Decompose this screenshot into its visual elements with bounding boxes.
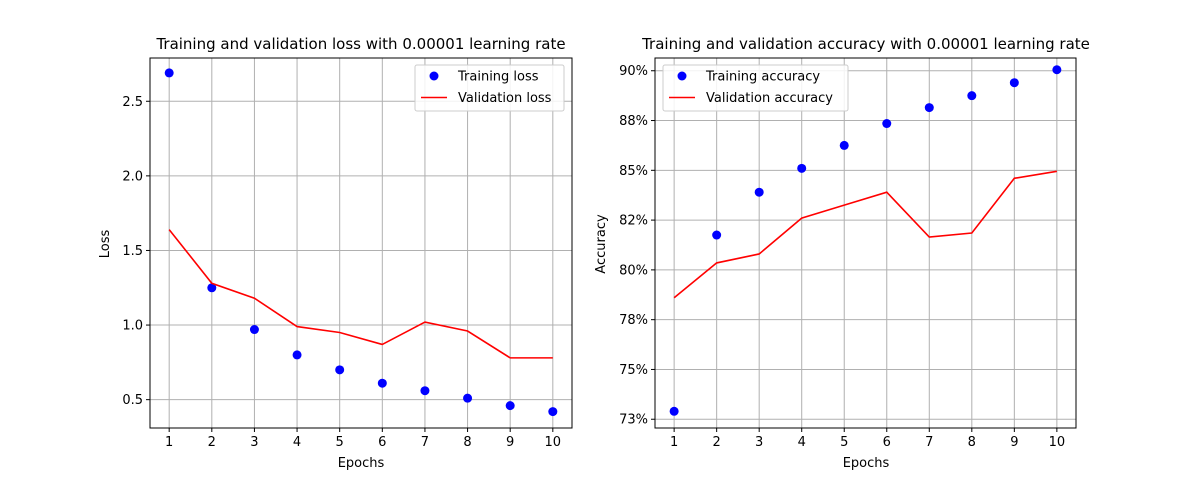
accuracy-x-tick-label: 9 bbox=[1010, 435, 1018, 450]
accuracy-y-tick-label: 85% bbox=[619, 164, 648, 179]
loss-series-training-loss-point bbox=[249, 325, 259, 335]
loss-x-tick-label: 8 bbox=[463, 435, 471, 450]
loss-x-tick-label: 1 bbox=[165, 435, 173, 450]
loss-x-tick-label: 2 bbox=[208, 435, 216, 450]
accuracy-x-tick-label: 8 bbox=[968, 435, 976, 450]
accuracy-chart-x-axis-label: Epochs bbox=[843, 456, 890, 471]
accuracy-series-training-accuracy-point bbox=[1009, 78, 1019, 88]
loss-chart-panel: Training and validation loss with 0.0000… bbox=[98, 35, 573, 471]
accuracy-y-tick-label: 75% bbox=[619, 363, 648, 378]
loss-legend-key-training-loss bbox=[429, 71, 439, 81]
accuracy-legend: Training accuracy Validation accuracy bbox=[662, 64, 849, 112]
loss-legend-box bbox=[414, 64, 565, 112]
accuracy-x-tick-label: 7 bbox=[925, 435, 933, 450]
loss-series-training-loss-point bbox=[164, 68, 174, 78]
loss-plot-frame bbox=[149, 57, 573, 429]
loss-chart-y-axis-label: Loss bbox=[98, 230, 113, 259]
loss-chart-title: Training and validation loss with 0.0000… bbox=[155, 35, 565, 53]
loss-legend: Training loss Validation loss bbox=[414, 64, 565, 112]
accuracy-grid bbox=[655, 58, 1076, 428]
loss-y-tick-label: 0.5 bbox=[122, 393, 143, 408]
accuracy-x-tick-label: 4 bbox=[798, 435, 806, 450]
accuracy-x-tick-label: 6 bbox=[883, 435, 891, 450]
loss-y-tick-label: 2.0 bbox=[122, 169, 143, 184]
accuracy-x-tick-label: 3 bbox=[755, 435, 763, 450]
loss-x-tick-label: 6 bbox=[378, 435, 386, 450]
loss-series-training-loss-point bbox=[335, 365, 345, 375]
loss-legend-label-training-loss: Training loss bbox=[457, 70, 539, 85]
loss-series-training-loss-point bbox=[505, 401, 515, 411]
loss-y-tick-label: 2.5 bbox=[122, 95, 143, 110]
loss-series-training-loss-point bbox=[292, 350, 302, 360]
accuracy-chart-title: Training and validation accuracy with 0.… bbox=[641, 35, 1090, 53]
loss-series-training-loss-point bbox=[207, 283, 217, 293]
accuracy-series-training-accuracy-point bbox=[882, 119, 892, 129]
loss-x-tick-label: 4 bbox=[293, 435, 301, 450]
loss-y-tick-label: 1.0 bbox=[122, 319, 143, 334]
accuracy-legend-label-validation-accuracy: Validation accuracy bbox=[706, 91, 833, 106]
accuracy-plot-frame bbox=[654, 57, 1077, 429]
accuracy-y-tick-label: 90% bbox=[619, 64, 648, 79]
loss-series-training-loss-point bbox=[420, 386, 430, 396]
loss-legend-label-validation-loss: Validation loss bbox=[458, 91, 552, 106]
accuracy-series-training-accuracy-point bbox=[1052, 65, 1062, 75]
accuracy-series-training-accuracy-point bbox=[712, 230, 722, 240]
accuracy-y-tick-label: 80% bbox=[619, 263, 648, 278]
accuracy-x-tick-label: 5 bbox=[840, 435, 848, 450]
accuracy-legend-label-training-accuracy: Training accuracy bbox=[705, 70, 820, 85]
accuracy-series-training-accuracy-point bbox=[924, 103, 934, 113]
loss-y-tick-label: 1.5 bbox=[122, 244, 143, 259]
loss-x-tick-label: 9 bbox=[506, 435, 514, 450]
loss-x-tick-label: 3 bbox=[250, 435, 258, 450]
accuracy-series-validation-accuracy-line bbox=[673, 170, 1057, 299]
accuracy-y-tick-label: 73% bbox=[619, 413, 648, 428]
accuracy-y-tick-label: 82% bbox=[619, 214, 648, 229]
accuracy-series-training-accuracy-point bbox=[967, 91, 977, 101]
accuracy-legend-key-training-accuracy bbox=[677, 71, 687, 81]
accuracy-y-tick-label: 78% bbox=[619, 313, 648, 328]
loss-chart-x-axis-label: Epochs bbox=[338, 456, 385, 471]
accuracy-x-tick-label: 10 bbox=[1049, 435, 1066, 450]
accuracy-series-training-accuracy-point bbox=[669, 406, 679, 416]
loss-series-training-loss-point bbox=[548, 407, 558, 417]
loss-series-validation-loss-line bbox=[168, 229, 553, 359]
loss-x-tick-label: 5 bbox=[336, 435, 344, 450]
loss-x-tick-label: 7 bbox=[421, 435, 429, 450]
accuracy-series-training-accuracy-point bbox=[797, 163, 807, 173]
accuracy-series-training-accuracy-point bbox=[839, 140, 849, 150]
accuracy-legend-box bbox=[662, 64, 849, 112]
accuracy-chart-panel: Training and validation accuracy with 0.… bbox=[594, 35, 1090, 471]
loss-series-training-loss-point bbox=[463, 393, 473, 403]
accuracy-x-tick-label: 2 bbox=[713, 435, 721, 450]
accuracy-x-tick-label: 1 bbox=[670, 435, 678, 450]
loss-x-tick-label: 10 bbox=[545, 435, 562, 450]
loss-series-training-loss-point bbox=[377, 378, 387, 388]
accuracy-series-training-accuracy-point bbox=[754, 187, 764, 197]
accuracy-chart-y-axis-label: Accuracy bbox=[594, 214, 609, 274]
accuracy-y-tick-label: 88% bbox=[619, 114, 648, 129]
